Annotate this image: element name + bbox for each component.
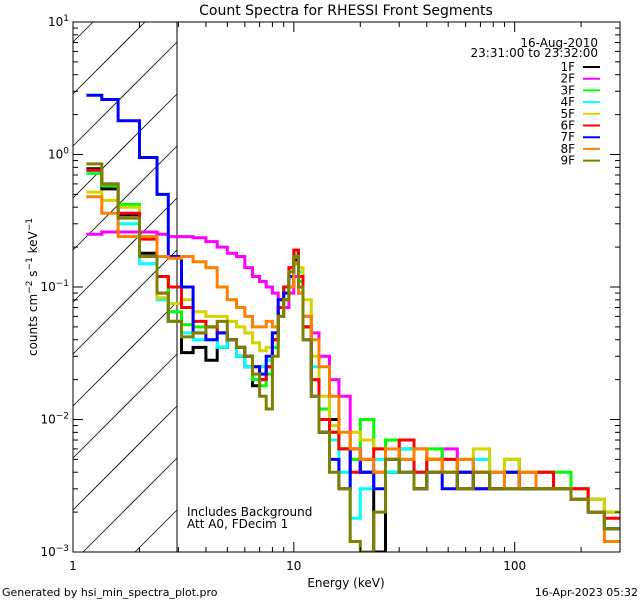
hatch-line bbox=[72, 21, 94, 43]
hatch-line bbox=[72, 405, 178, 511]
legend-label: 3F bbox=[560, 83, 575, 97]
hatch-line bbox=[72, 41, 178, 147]
y-axis-label-part: counts cm bbox=[26, 294, 40, 356]
series-line-9F bbox=[86, 162, 620, 552]
y-axis-label-part: −1 bbox=[25, 257, 35, 270]
y-axis-label-part: −2 bbox=[25, 281, 35, 294]
y-axis-label-part: s bbox=[26, 270, 40, 280]
date-label: 16-Aug-2010 bbox=[520, 36, 598, 50]
y-tick-label: 10−3 bbox=[40, 544, 69, 559]
series-line-4F bbox=[86, 169, 620, 531]
y-axis-label-part: −1 bbox=[25, 218, 35, 231]
legend-label: 8F bbox=[560, 142, 575, 156]
series-line-5F bbox=[86, 190, 620, 514]
hatched-region bbox=[72, 21, 178, 553]
series-line-1F bbox=[86, 167, 620, 552]
annotation-background: Includes Background bbox=[187, 505, 312, 519]
time-range-label: 23:31:00 to 23:32:00 bbox=[471, 46, 598, 60]
y-axis-label: counts cm−2 s−1 keV−1 bbox=[25, 218, 40, 356]
x-axis-label: Energy (keV) bbox=[307, 576, 384, 590]
y-tick-label: 10−2 bbox=[40, 412, 69, 427]
legend-label: 6F bbox=[560, 119, 575, 133]
annotation-attenuator: Att A0, FDecim 1 bbox=[187, 517, 288, 531]
series-line-3F bbox=[86, 171, 620, 514]
x-tick-label: 10 bbox=[286, 559, 301, 573]
hatch-line bbox=[72, 353, 178, 459]
y-tick-label: 100 bbox=[48, 147, 69, 162]
hatch-line bbox=[72, 93, 178, 199]
hatch-line bbox=[72, 21, 146, 95]
hatch-line bbox=[72, 301, 178, 407]
hatch-line bbox=[72, 145, 178, 251]
hatch-line bbox=[82, 457, 178, 553]
chart-title: Count Spectra for RHESSI Front Segments bbox=[199, 3, 493, 19]
series-line-6F bbox=[86, 168, 620, 520]
x-tick-label: 1 bbox=[69, 559, 77, 573]
legend-label: 2F bbox=[560, 72, 575, 86]
legend-label: 7F bbox=[560, 130, 575, 144]
y-axis-label-part: keV bbox=[26, 230, 40, 257]
legend-label: 9F bbox=[560, 154, 575, 168]
footer-timestamp: 16-Apr-2023 05:32 bbox=[535, 586, 638, 599]
hatch-line bbox=[72, 197, 178, 303]
series-line-2F bbox=[86, 230, 620, 514]
axis-ticks bbox=[72, 22, 621, 553]
legend-label: 5F bbox=[560, 107, 575, 121]
legend-label: 4F bbox=[560, 95, 575, 109]
x-tick-label: 100 bbox=[503, 559, 526, 573]
y-tick-label: 10−1 bbox=[40, 279, 69, 294]
hatch-line bbox=[134, 509, 178, 553]
legend-label: 1F bbox=[560, 60, 575, 74]
hatch-line bbox=[72, 249, 178, 355]
footer-generated-by: Generated by hsi_min_spectra_plot.pro bbox=[2, 586, 218, 599]
y-tick-label: 101 bbox=[48, 14, 69, 29]
